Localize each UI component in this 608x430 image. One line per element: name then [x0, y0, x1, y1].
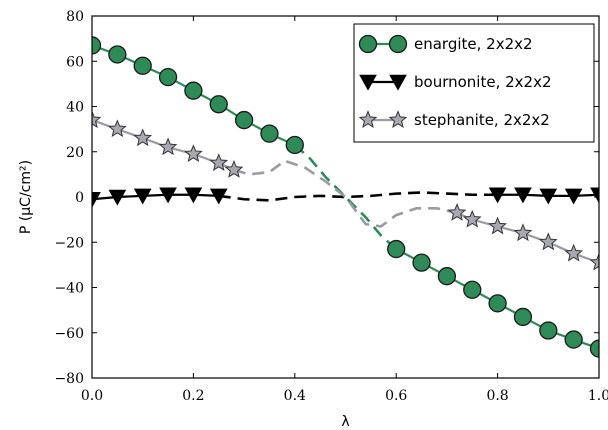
data-point — [133, 56, 152, 75]
data-point — [108, 189, 127, 206]
axes: 0.0 0.2 0.4 0.6 0.8 1.0 80 60 40 20 0 −20 −40 −60 −80 — [54, 9, 608, 404]
x-axis-label: λ — [341, 414, 349, 430]
y-tick-label: 40 — [66, 100, 84, 116]
y-tick-label: −40 — [54, 281, 84, 297]
legend: enargite, 2x2x2 bournonite, 2x2x2 stephani… — [353, 23, 595, 143]
y-tick-label: 20 — [66, 145, 84, 161]
data-point — [513, 307, 533, 327]
interpolation-path — [218, 191, 498, 202]
data-point — [589, 252, 599, 271]
x-tick-label: 0.6 — [385, 388, 407, 404]
data-point — [92, 36, 102, 55]
x-tick-label: 0.0 — [81, 388, 103, 404]
data-point — [589, 339, 599, 358]
legend-marker — [359, 74, 377, 91]
data-point — [437, 267, 457, 286]
data-point — [92, 191, 101, 208]
data-point — [539, 321, 558, 340]
data-point — [209, 95, 228, 114]
data-point — [564, 188, 583, 205]
data-point — [108, 119, 127, 138]
y-tick-label: −60 — [54, 326, 84, 342]
y-tick-label: 0 — [75, 190, 84, 206]
y-tick-label: 60 — [66, 54, 84, 70]
data-point — [412, 253, 431, 272]
data-point — [209, 153, 229, 172]
x-tick-label: 0.8 — [486, 388, 508, 404]
x-tick-label: 1.0 — [588, 388, 608, 404]
data-point — [488, 187, 507, 204]
data-point — [184, 81, 203, 100]
data-point — [462, 209, 482, 228]
data-point — [158, 67, 178, 87]
plot-area — [92, 36, 599, 358]
data-point — [92, 110, 102, 129]
legend-marker — [358, 110, 378, 128]
data-point — [514, 187, 532, 204]
interpolation-path — [293, 143, 398, 251]
y-tick-label: −20 — [54, 235, 84, 251]
data-point — [108, 45, 127, 64]
data-point — [463, 280, 482, 299]
legend-marker — [358, 34, 378, 54]
x-tick-label: 0.4 — [284, 388, 306, 404]
data-point — [224, 160, 244, 178]
legend-marker — [388, 34, 408, 54]
legend-label: enargite, 2x2x2 — [414, 35, 533, 53]
data-point — [387, 239, 406, 259]
y-tick-label: 80 — [66, 9, 84, 25]
data-point — [488, 216, 507, 235]
interpolation-path — [233, 159, 458, 228]
data-point — [539, 188, 558, 205]
data-point — [564, 330, 583, 349]
data-point — [133, 128, 153, 147]
data-point — [285, 135, 304, 155]
data-point — [159, 187, 177, 204]
data-point — [260, 124, 279, 143]
data-point — [488, 294, 507, 313]
data-point — [158, 137, 178, 156]
data-point — [234, 110, 254, 130]
data-point — [513, 223, 533, 242]
legend-label: bournonite, 2x2x2 — [414, 73, 552, 91]
legend-marker — [389, 74, 407, 91]
data-point — [447, 203, 467, 221]
x-tick-label: 0.2 — [182, 388, 204, 404]
y-tick-label: −80 — [54, 371, 84, 387]
data-point — [184, 187, 203, 204]
legend-label: stephanite, 2x2x2 — [414, 111, 550, 129]
data-point — [590, 187, 599, 204]
plot-frame — [91, 15, 600, 379]
data-point — [184, 144, 203, 162]
y-axis-label: P (μC/cm²) — [18, 160, 34, 234]
data-point — [133, 188, 152, 205]
data-point — [564, 243, 583, 262]
data-point — [209, 188, 228, 205]
data-point — [538, 232, 558, 251]
legend-marker — [388, 110, 408, 128]
